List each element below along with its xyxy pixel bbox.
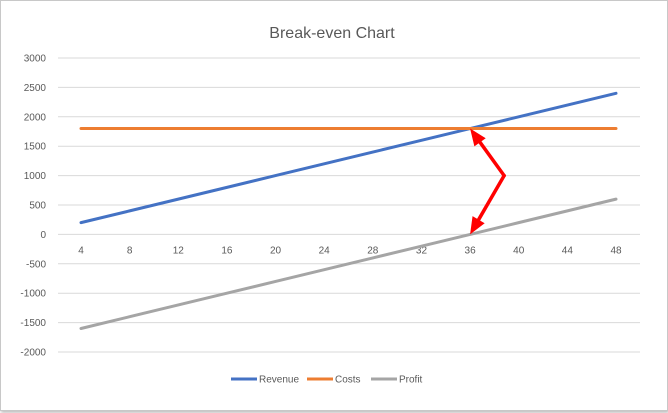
series-lines	[79, 91, 618, 330]
x-tick-label: 44	[562, 245, 574, 256]
y-tick-label: -2000	[20, 348, 46, 359]
y-tick-label: 500	[29, 201, 46, 212]
y-tick-label: 2500	[24, 83, 47, 94]
x-tick-label: 48	[610, 245, 622, 256]
legend: Revenue Costs Profit	[231, 375, 423, 386]
x-tick-label: 8	[127, 245, 133, 256]
legend-item-profit: Profit	[371, 375, 423, 386]
x-axis-ticks: 4 8 12 16 20 24 28 32 36 40 44 48	[78, 245, 622, 256]
chart-title: Break-even Chart	[269, 25, 395, 42]
x-tick-label: 4	[78, 245, 84, 256]
annotation-arrow-head-0	[470, 128, 486, 147]
x-tick-label: 24	[319, 245, 331, 256]
legend-item-costs: Costs	[307, 375, 361, 386]
y-tick-label: 2000	[24, 112, 47, 123]
annotation-arrow-shaft-1	[476, 173, 506, 222]
y-tick-label: -1000	[20, 289, 46, 300]
legend-label: Profit	[399, 375, 423, 386]
y-tick-label: 1000	[24, 171, 47, 182]
legend-item-revenue: Revenue	[231, 375, 299, 386]
gridlines	[58, 57, 640, 353]
x-tick-label: 40	[513, 245, 525, 256]
legend-label: Costs	[335, 375, 361, 386]
x-tick-label: 32	[416, 245, 428, 256]
y-tick-label: 1500	[24, 142, 47, 153]
x-tick-label: 20	[270, 245, 282, 256]
y-tick-label: 0	[40, 230, 46, 241]
annotation-arrow-head-1	[470, 216, 485, 235]
annotation-arrow-shaft-0	[478, 140, 506, 178]
y-axis-ticks: 3000 2500 2000 1500 1000 500 0 -500 -1000 -1500 -2…	[20, 54, 46, 359]
y-tick-label: -1500	[20, 318, 46, 329]
x-tick-label: 12	[173, 245, 185, 256]
x-tick-label: 16	[221, 245, 233, 256]
annotation-arrows	[470, 128, 506, 235]
x-tick-label: 28	[367, 245, 379, 256]
y-tick-label: -500	[26, 259, 46, 270]
series-line-profit	[79, 197, 618, 330]
y-tick-label: 3000	[24, 54, 47, 65]
x-tick-label: 36	[465, 245, 477, 256]
legend-label: Revenue	[259, 375, 299, 386]
series-line-revenue	[79, 91, 618, 225]
